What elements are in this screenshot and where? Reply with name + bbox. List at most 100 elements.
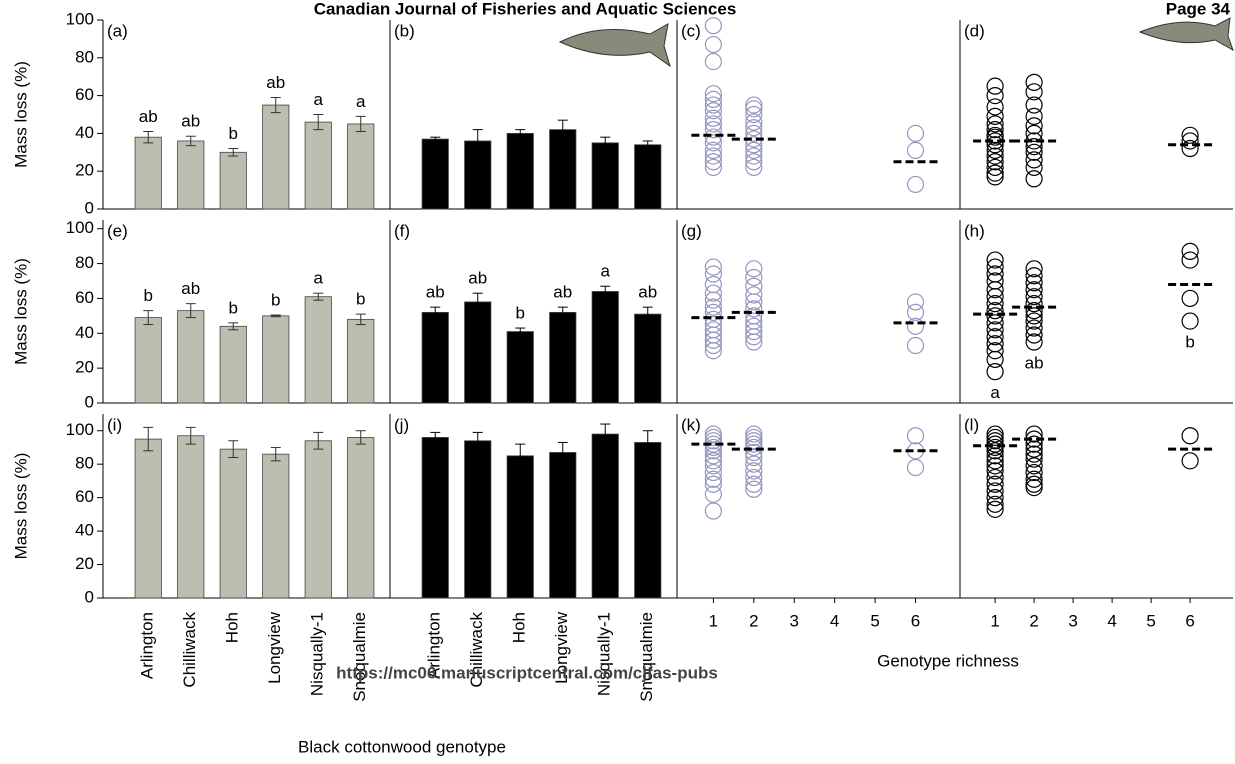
y-tick-label: 0 [85,587,94,606]
data-point [986,251,1004,269]
data-point [906,293,925,311]
data-point [704,128,722,146]
data-point [745,136,763,154]
bar [549,311,577,404]
data-point [1025,457,1043,475]
data-point [1025,435,1043,453]
data-point [1025,158,1043,177]
data-point [1025,312,1043,330]
data-point [986,457,1004,475]
data-point [704,457,722,475]
bar [634,442,662,599]
data-point [1025,326,1043,344]
data-point [986,435,1004,453]
data-point [704,275,722,294]
data-point [745,300,763,318]
data-point [704,470,722,488]
data-point [906,175,925,194]
data-point [704,342,722,360]
data-point [745,147,763,165]
data-point [704,102,722,120]
data-point [906,427,925,445]
panel-label: (g) [681,221,702,240]
data-point [704,291,722,309]
x-tick-label: 4 [1107,611,1116,630]
panel-label: (k) [681,415,701,434]
x-tick-label: Hoh [223,612,242,643]
data-point [986,452,1004,470]
y-tick-label: 60 [75,288,94,307]
significance-letter: ab [139,107,158,126]
data-point [986,438,1004,457]
data-point [986,107,1004,125]
data-point [986,86,1004,105]
data-point [1181,452,1199,470]
x-tick-label: 1 [990,611,999,630]
x-tick-label: Nisqually-1 [308,612,327,696]
y-axis-label: Mass loss (%) [11,61,30,168]
data-point [1181,126,1199,144]
data-point [906,141,925,160]
significance-letter: ab [553,283,572,302]
data-point [986,77,1004,95]
data-point [986,314,1004,332]
bar [134,136,162,210]
significance-letter: ab [468,269,487,288]
data-point [986,432,1004,450]
data-point [745,475,763,493]
x-tick-label: 3 [1068,611,1077,630]
bar [304,440,332,599]
significance-letter: b [271,290,280,309]
data-point [906,336,925,355]
x-tick-label: Chilliwack [180,612,199,688]
data-point [1025,463,1043,482]
data-point [906,317,925,335]
significance-letter: a [356,92,366,111]
data-point [1025,117,1043,135]
data-point [745,462,763,480]
data-point [986,136,1004,154]
data-point [1025,267,1043,285]
significance-letter: b [229,124,238,143]
bar [262,104,290,210]
data-point [1025,475,1043,493]
data-point [986,288,1004,306]
panel-label: (h) [964,221,985,240]
data-point [1025,281,1043,299]
significance-letter: ab [1025,353,1044,372]
data-point [704,463,722,482]
data-point [1025,307,1043,325]
data-point [704,121,722,139]
data-point [1181,139,1199,158]
panel-label: (a) [107,21,128,40]
data-point [704,298,722,316]
y-tick-label: 20 [75,358,94,377]
data-point [906,124,925,142]
x-tick-label: 2 [749,611,758,630]
significance-letter: a [314,90,324,109]
data-point [745,455,763,473]
data-point [704,331,722,349]
data-point [704,502,722,520]
significance-letter: b [229,298,238,317]
x-tick-label: Longview [552,611,571,684]
bar [134,317,162,404]
significance-letter: b [516,304,525,323]
bar [347,437,375,599]
data-point [986,475,1004,493]
data-point [986,442,1004,460]
data-point [704,115,722,133]
data-point [745,286,763,304]
data-point [986,468,1004,487]
bar [591,142,619,210]
panel-label: (d) [964,21,985,40]
x-tick-label: 2 [1029,611,1038,630]
bar [591,291,619,404]
x-tick-label: 6 [911,611,920,630]
data-point [704,447,722,465]
bar [464,440,492,599]
data-point [704,336,722,355]
bar [421,311,449,404]
data-point [1181,427,1199,445]
x-tick-label: 3 [790,611,799,630]
